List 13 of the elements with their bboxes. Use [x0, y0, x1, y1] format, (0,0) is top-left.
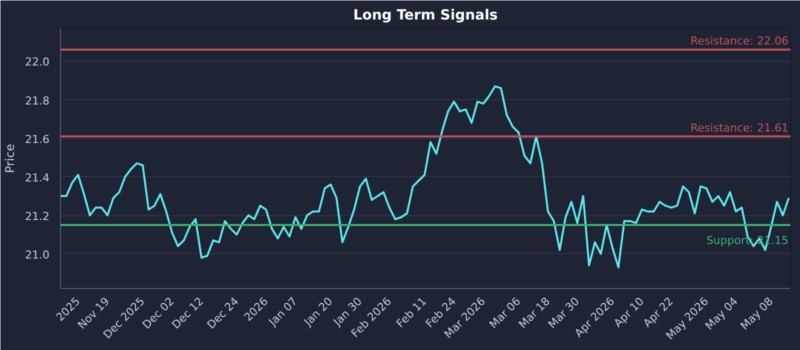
y-tick-label: 21.2	[25, 210, 50, 223]
line-series	[60, 85, 790, 268]
ref-line-label: Resistance: 22.06	[690, 34, 788, 48]
y-tick-label: 22.0	[25, 56, 50, 69]
x-tick-label: Jan 07	[266, 294, 300, 330]
y-axis-title: Price	[3, 144, 18, 174]
y-tick-label: 21.6	[25, 132, 50, 146]
ref-line-label: Resistance: 21.61	[690, 121, 788, 134]
y-tick-label: 21.4	[25, 171, 50, 184]
chart-title: Long Term Signals	[353, 8, 498, 24]
x-tick-label: Dec 24	[204, 294, 242, 332]
y-tick-label: 21.8	[25, 94, 50, 108]
y-tick-label: 21.0	[25, 248, 50, 262]
